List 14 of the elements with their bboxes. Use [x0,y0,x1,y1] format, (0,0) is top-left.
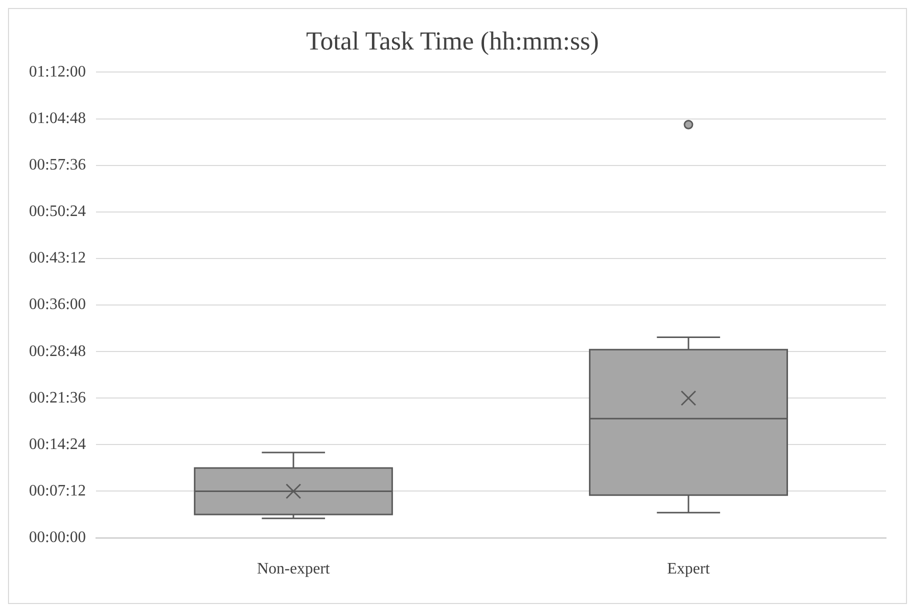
y-tick-label: 00:50:24 [29,203,86,220]
x-tick-label: Non-expert [256,560,330,578]
x-tick-label: Expert [667,560,710,578]
y-tick-label: 00:43:12 [29,250,86,267]
y-tick-label: 01:12:00 [29,63,86,80]
y-tick-label: 00:21:36 [29,389,86,406]
y-tick-label: 00:57:36 [29,156,86,174]
chart-title: Total Task Time (hh:mm:ss) [306,26,599,56]
y-tick-label: 00:00:00 [29,529,86,546]
y-tick-label: 00:28:48 [29,342,86,360]
y-tick-label: 01:04:48 [29,110,86,127]
y-tick-label: 00:14:24 [29,436,86,453]
y-tick-label: 00:36:00 [29,296,86,314]
y-tick-label: 00:07:12 [29,482,86,500]
